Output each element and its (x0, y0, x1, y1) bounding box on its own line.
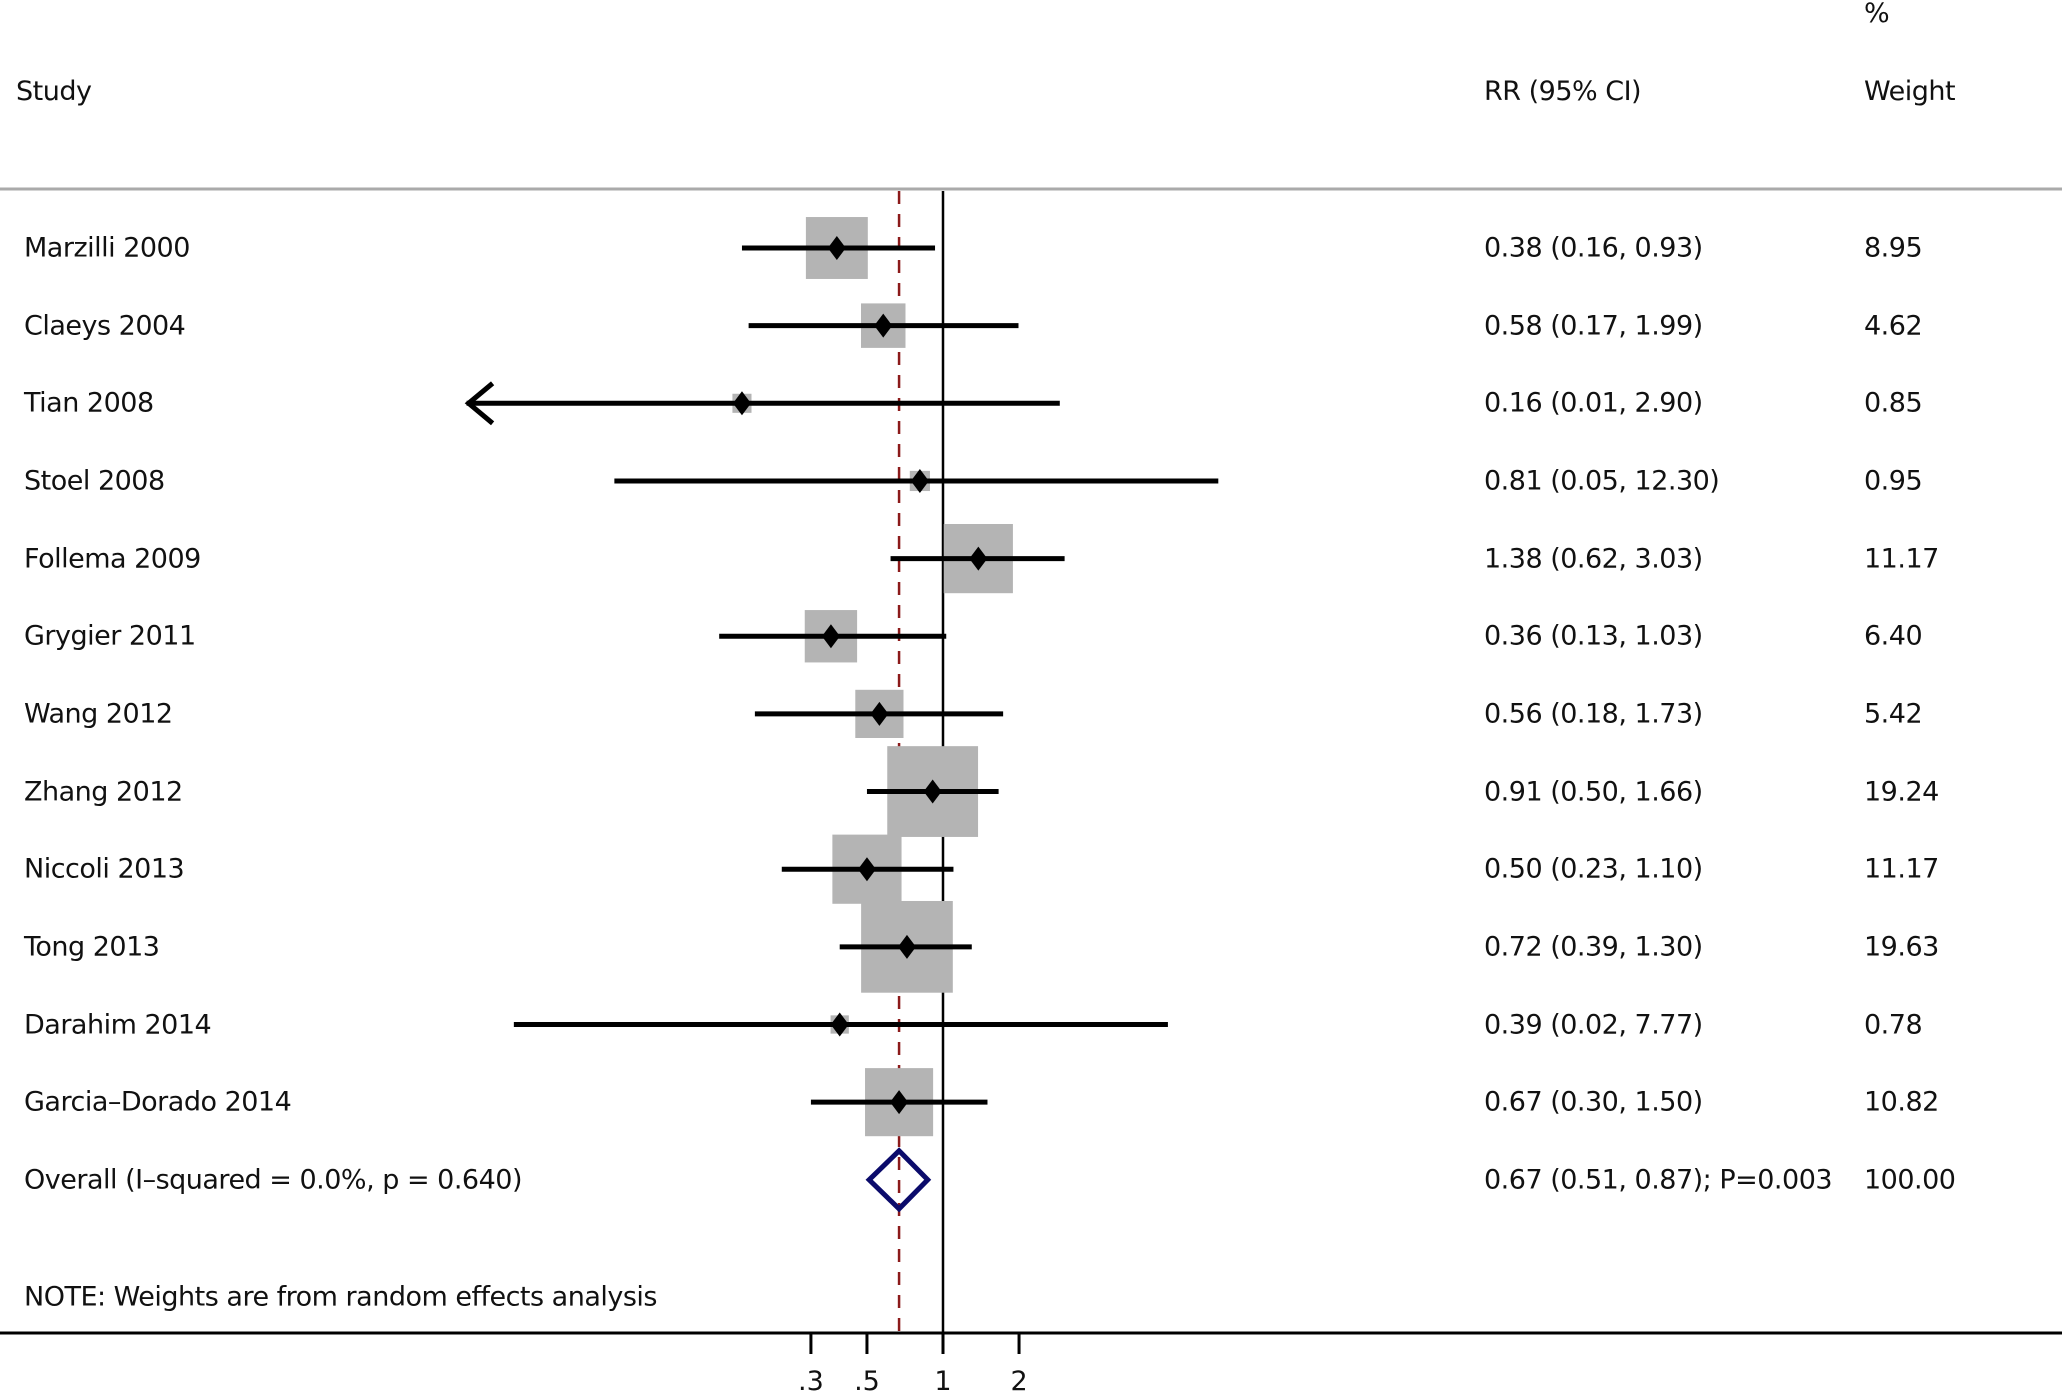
x-tick-label: .3 (798, 1366, 824, 1394)
rr-ci-value: 1.38 (0.62, 3.03) (1484, 543, 1703, 575)
study-label: Darahim 2014 (24, 1009, 212, 1040)
x-tick-label: 1 (934, 1366, 951, 1394)
rr-ci-value: 0.50 (0.23, 1.10) (1484, 853, 1703, 885)
point-estimate (890, 1090, 909, 1115)
rr-ci-value: 0.58 (0.17, 1.99) (1484, 310, 1703, 342)
rr-ci-value: 0.81 (0.05, 12.30) (1484, 465, 1720, 497)
study-label: Garcia–Dorado 2014 (24, 1086, 292, 1118)
rr-ci-value: 0.38 (0.16, 0.93) (1484, 232, 1703, 264)
study-header: Study (16, 76, 92, 107)
weight-value: 0.78 (1864, 1009, 1923, 1040)
rr-ci-value: 0.39 (0.02, 7.77) (1484, 1009, 1703, 1040)
point-estimate (874, 313, 893, 338)
weight-value: 0.95 (1864, 465, 1923, 497)
weight-value: 11.17 (1864, 543, 1939, 575)
weight-value: 10.82 (1864, 1086, 1939, 1118)
point-estimate (821, 624, 840, 649)
ci-arrow-left-icon (464, 381, 495, 426)
point-estimate (969, 546, 988, 571)
point-estimate (897, 934, 916, 959)
x-tick-label: .5 (854, 1366, 880, 1394)
study-label: Zhang 2012 (24, 776, 183, 808)
rr-ci-value: 0.16 (0.01, 2.90) (1484, 387, 1703, 419)
weight-value: 4.62 (1864, 310, 1923, 342)
weight-value: 19.24 (1864, 776, 1939, 808)
weight-header: Weight (1864, 76, 1956, 107)
study-label: Grygier 2011 (24, 620, 196, 652)
rr-ci-value: 0.56 (0.18, 1.73) (1484, 698, 1703, 730)
study-label: Follema 2009 (24, 543, 201, 575)
weight-value: 6.40 (1864, 620, 1923, 652)
rr-ci-value: 0.72 (0.39, 1.30) (1484, 931, 1703, 963)
study-label: Tong 2013 (24, 931, 160, 963)
point-estimate (870, 701, 889, 726)
weight-value: 11.17 (1864, 853, 1939, 885)
point-estimate (857, 857, 876, 882)
study-label: Marzilli 2000 (24, 232, 190, 264)
weight-header-percent: % (1864, 0, 1890, 29)
study-label: Wang 2012 (24, 698, 173, 730)
point-estimate (830, 1012, 849, 1037)
overall-diamond (865, 1147, 932, 1213)
study-label: Claeys 2004 (24, 310, 186, 342)
study-label: Stoel 2008 (24, 465, 165, 497)
rr-ci-value: 0.67 (0.30, 1.50) (1484, 1086, 1703, 1118)
rr-ci-value: 0.36 (0.13, 1.03) (1484, 620, 1703, 652)
overall-label: Overall (I–squared = 0.0%, p = 0.640) (24, 1164, 523, 1196)
weight-value: 0.85 (1864, 387, 1923, 419)
study-label: Niccoli 2013 (24, 853, 185, 885)
overall-rr-ci-value: 0.67 (0.51, 0.87); P=0.003 (1484, 1164, 1833, 1196)
rr-header: RR (95% CI) (1484, 76, 1642, 107)
footnote: NOTE: Weights are from random effects an… (24, 1281, 658, 1313)
study-label: Tian 2008 (24, 387, 154, 419)
weight-value: 19.63 (1864, 931, 1939, 963)
point-estimate (923, 779, 942, 804)
weight-value: 5.42 (1864, 698, 1923, 730)
point-estimate (732, 391, 751, 416)
weight-value: 8.95 (1864, 232, 1923, 264)
rr-ci-value: 0.91 (0.50, 1.66) (1484, 776, 1703, 808)
overall-weight-value: 100.00 (1864, 1164, 1956, 1196)
point-estimate (827, 236, 846, 260)
point-estimate (910, 468, 929, 493)
x-tick-label: 2 (1010, 1366, 1027, 1394)
